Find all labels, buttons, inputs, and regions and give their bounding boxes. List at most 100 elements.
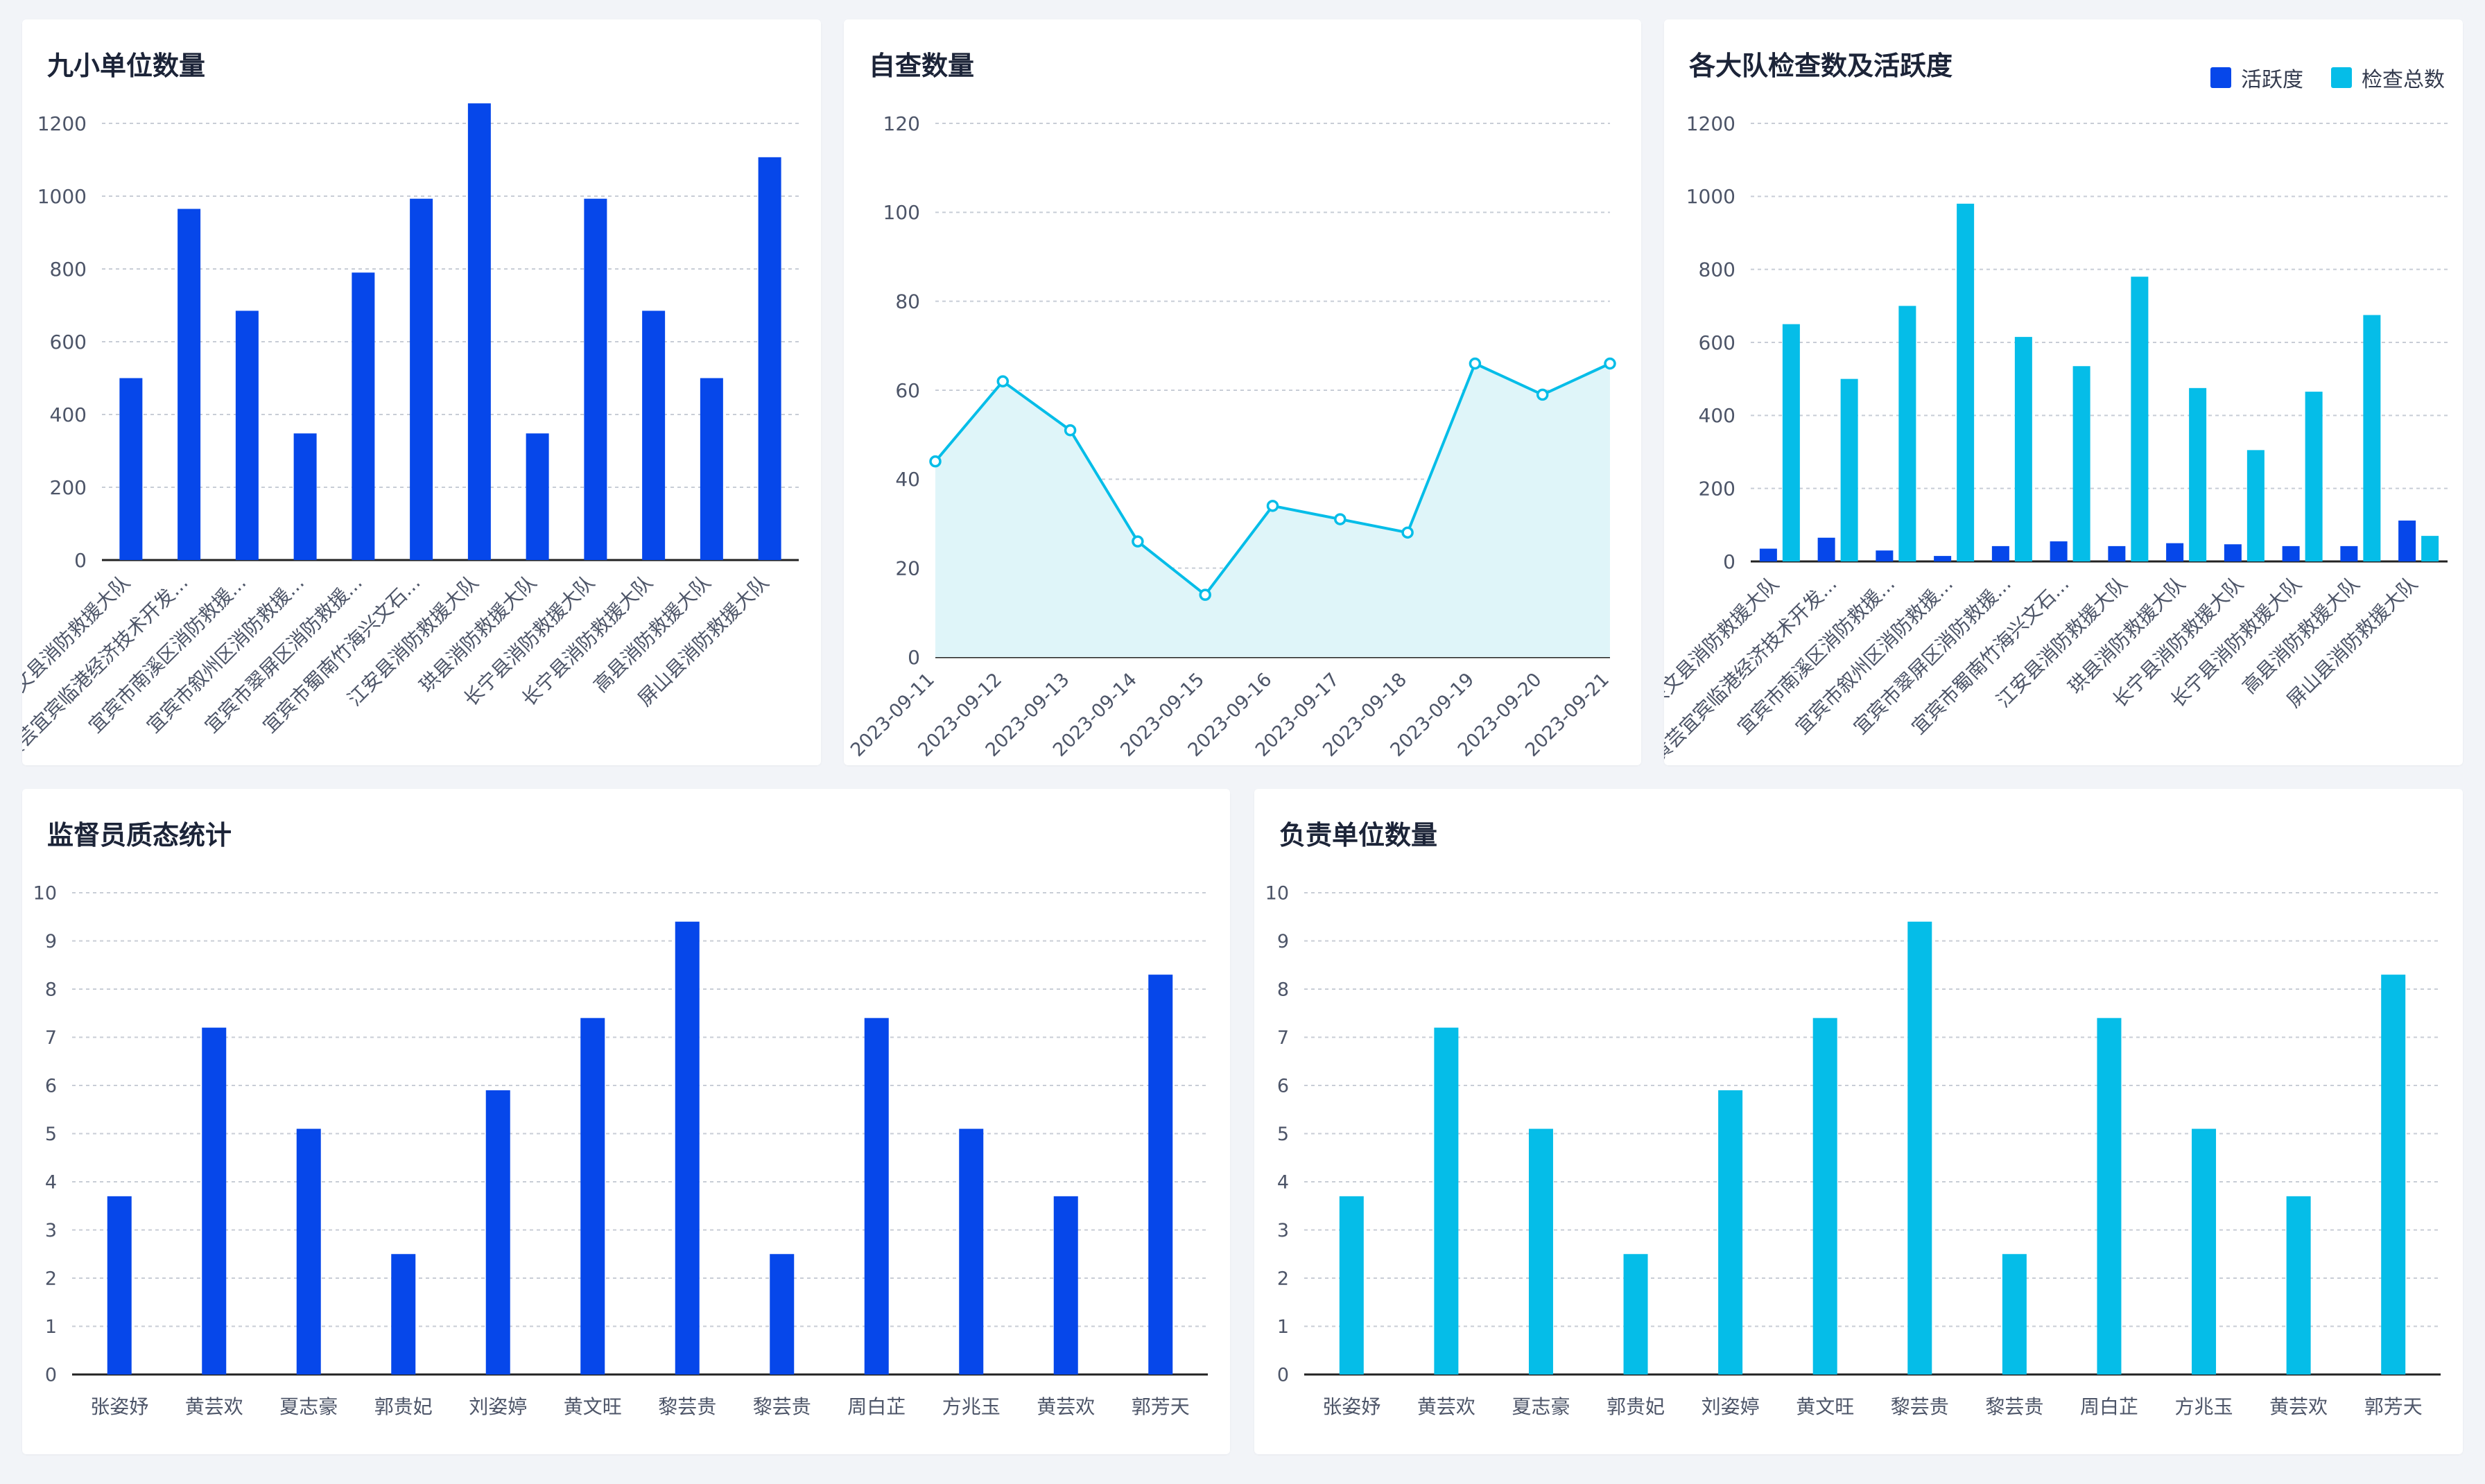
bar	[2014, 337, 2032, 561]
y-tick-label: 0	[1723, 550, 1735, 573]
chart-legend: 活跃度 检查总数	[2192, 62, 2445, 93]
x-tick-label: 郭贵妃	[1607, 1395, 1665, 1418]
data-point	[1064, 424, 1077, 437]
bar	[391, 1254, 416, 1374]
bar	[1339, 1196, 1364, 1374]
x-tick-label: 周白芷	[2080, 1395, 2138, 1418]
bar	[352, 272, 375, 560]
y-tick-label: 600	[50, 331, 87, 353]
x-tick-label: 刘姿婷	[469, 1395, 527, 1418]
legend-item-activity[interactable]: 活跃度	[2210, 62, 2303, 93]
chart-title: 自查数量	[869, 51, 975, 81]
y-tick-label: 5	[45, 1124, 57, 1145]
bar	[1434, 1027, 1459, 1374]
x-tick-label: 方兆玉	[2175, 1395, 2233, 1418]
chart-panel-supervisor-quality: 监督员质态统计 0 1 2 3 4 5 6 7 8 9 10 张姿妤 黄芸欢 夏志豪 郭贵妃 刘姿婷 黄文旺 黎芸…	[22, 789, 1230, 1454]
legend-swatch-total-checks	[2331, 67, 2352, 88]
x-tick-label: 黄芸欢	[1037, 1395, 1095, 1418]
bar	[2305, 392, 2323, 561]
bar	[2002, 1254, 2027, 1374]
y-tick-label: 200	[50, 476, 87, 499]
bar	[2192, 1128, 2217, 1374]
legend-label: 活跃度	[2241, 68, 2303, 92]
bar	[584, 198, 607, 560]
bar	[770, 1254, 795, 1374]
data-point	[1266, 500, 1279, 512]
bar	[700, 378, 723, 560]
chart-title: 负责单位数量	[1279, 820, 1438, 850]
bar	[959, 1128, 984, 1374]
chart-title: 各大队检查数及活跃度	[1689, 51, 1953, 81]
y-tick-label: 600	[1699, 331, 1735, 354]
y-tick-label: 400	[1699, 404, 1735, 427]
y-tick-label: 60	[895, 379, 920, 402]
y-tick-label: 0	[74, 549, 87, 572]
y-tick-label: 9	[1277, 931, 1289, 952]
x-tick-label: 夏志豪	[1512, 1395, 1570, 1418]
y-tick-label: 200	[1699, 477, 1735, 500]
data-point	[1604, 357, 1616, 370]
x-tick-label: 黎芸贵	[658, 1395, 716, 1418]
bar	[410, 198, 433, 560]
y-tick-label: 10	[33, 882, 57, 904]
bar	[526, 433, 549, 560]
y-tick-label: 2	[45, 1268, 57, 1289]
y-tick-label: 3	[1277, 1220, 1289, 1241]
x-tick-label: 黄芸欢	[1417, 1395, 1475, 1418]
x-tick-label: 黎芸贵	[1985, 1395, 2043, 1418]
y-tick-label: 20	[895, 557, 920, 579]
x-tick-label: 张姿妤	[1322, 1395, 1380, 1418]
bar	[2131, 277, 2149, 561]
y-tick-label: 800	[50, 258, 87, 281]
y-tick-label: 0	[1277, 1364, 1289, 1386]
y-tick-label: 1200	[1686, 112, 1735, 135]
bar	[485, 1090, 510, 1374]
y-tick-label: 800	[1699, 258, 1735, 281]
bar	[2282, 545, 2300, 561]
bar	[1718, 1090, 1743, 1374]
bar	[2166, 543, 2184, 561]
data-point	[929, 455, 942, 468]
y-tick-label: 7	[45, 1027, 57, 1049]
area-chart-self-check: 0204060801001202023-09-112023-09-122023-…	[847, 112, 1616, 761]
bar-chart-supervisor-quality: 0 1 2 3 4 5 6 7 8 9 10 张姿妤 黄芸欢 夏志豪 郭贵妃 刘姿婷 黄文旺 黎芸贵 黎芸贵 周白芷 方…	[33, 882, 1208, 1418]
data-point	[1132, 535, 1144, 548]
bar	[1907, 921, 1932, 1374]
y-tick-label: 0	[908, 646, 920, 669]
chart-title: 监督员质态统计	[47, 820, 232, 850]
bar	[642, 311, 666, 560]
x-tick-label: 郭芳天	[1132, 1395, 1190, 1418]
y-tick-label: 10	[1265, 882, 1289, 904]
bar	[178, 209, 201, 560]
bar	[235, 311, 259, 560]
bar	[2050, 541, 2068, 561]
bar	[1759, 548, 1777, 561]
y-tick-label: 2	[1277, 1268, 1289, 1289]
bar	[1528, 1128, 1553, 1374]
y-tick-label: 1000	[1686, 185, 1735, 208]
y-tick-label: 3	[45, 1220, 57, 1241]
y-tick-label: 1200	[37, 112, 87, 135]
bar	[758, 157, 781, 560]
y-tick-label: 120	[883, 112, 920, 135]
y-tick-label: 7	[1277, 1027, 1289, 1049]
legend-item-total-checks[interactable]: 检查总数	[2331, 62, 2445, 93]
bar	[202, 1027, 227, 1374]
bar	[1053, 1196, 1078, 1374]
y-tick-label: 1	[1277, 1316, 1289, 1338]
chart-panel-responsible-units: 负责单位数量 0 1 2 3 4 5 6 7 8 9 10 张姿妤 黄芸欢 夏志豪 郭贵妃 刘姿婷 黄文旺 黎芸贵…	[1254, 789, 2463, 1454]
bar	[296, 1128, 321, 1374]
x-tick-label: 黎芸贵	[753, 1395, 811, 1418]
x-tick-label: 刘姿婷	[1702, 1395, 1760, 1418]
y-tick-label: 4	[45, 1171, 57, 1193]
y-tick-label: 0	[45, 1364, 57, 1386]
y-tick-label: 1000	[37, 185, 87, 208]
bar	[1991, 545, 2009, 561]
grouped-bar-chart-brigade-checks: 020040060080010001200兴文县消防救援大队黄芸宜宾临港经济技术…	[1664, 112, 2448, 765]
y-tick-label: 5	[1277, 1124, 1289, 1145]
chart-panel-nine-small-units: 九小单位数量 0 200 400 600 800 1000 1200 兴文县消防救援大队 黄芸宜…	[22, 19, 821, 765]
data-point	[1334, 513, 1347, 525]
bar	[1782, 324, 1800, 561]
bar	[1840, 378, 1858, 561]
y-tick-label: 6	[45, 1075, 57, 1097]
